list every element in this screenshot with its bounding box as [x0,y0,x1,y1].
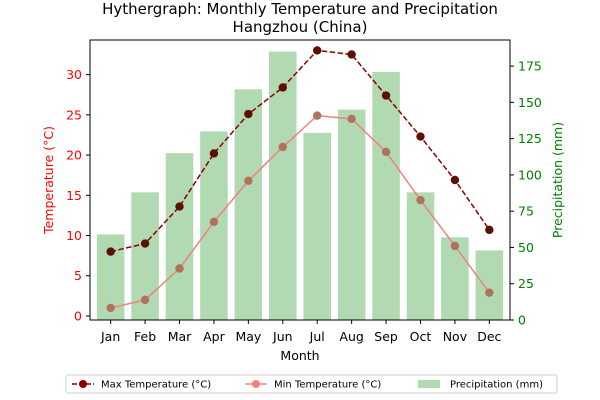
precipitation-bar [165,153,194,320]
x-axis-title: Month [280,348,319,363]
max-temp-point [244,109,253,119]
x-tick-label: Nov [443,329,468,344]
legend-marker-min-temp [252,380,260,388]
right-tick-label: 175 [518,59,542,74]
left-tick-label: 25 [66,107,82,122]
chart-title: Hythergraph: Monthly Temperature and Pre… [102,0,498,18]
x-tick-label: Oct [410,329,432,344]
right-tick-label: 50 [518,240,534,255]
left-tick-label: 0 [74,308,82,323]
x-tick-label: May [235,329,261,344]
max-temp-point [278,83,287,92]
max-temp-point [175,202,184,211]
min-temp-point [175,264,184,273]
plot-frame [89,39,511,321]
right-axis-title: Precipitation (mm) [550,122,565,238]
left-tick-label: 30 [66,67,82,82]
legend-box [65,374,558,394]
legend: Max Temperature (°C) Min Temperature (°C)… [65,374,558,394]
x-tick-label: Aug [339,329,363,344]
plot-area: Jan Feb Mar Apr May Jun Jul Aug Sep Oct Nov Dec 0 5 10… [66,39,542,344]
legend-label-precipitation: Precipitation (mm) [450,380,543,391]
legend-marker-max-temp [79,380,87,388]
left-tick-label: 20 [66,148,82,163]
left-axis-title: Temperature (°C) [41,126,56,235]
min-temp-point [485,288,494,297]
min-temp-point [140,295,150,305]
precipitation-bar [269,51,297,321]
precipitation-bar [406,192,435,320]
x-tick-label: Dec [477,329,501,344]
right-tick-label: 125 [518,131,542,146]
x-tick-label: Sep [374,329,398,344]
x-tick-label: Feb [134,329,156,344]
x-tick-label: Jul [309,329,325,344]
precipitation-bar [337,109,366,321]
max-temp-line [110,49,490,253]
min-temp-point [278,142,287,152]
min-temp-point [313,111,322,120]
right-tick-label: 0 [518,313,526,328]
right-tick-label: 100 [518,167,542,182]
left-tick-label: 10 [66,228,82,243]
right-tick-label: 25 [518,276,534,291]
legend-label-min-temp: Min Temperature (°C) [274,380,381,391]
left-tick-label: 15 [66,188,82,203]
min-temp-point [106,303,115,313]
legend-swatch-precipitation [418,380,440,388]
precipitation-bar [475,250,504,320]
max-temp-point [450,175,460,185]
min-temp-point [450,241,460,251]
min-temp-point [416,195,425,205]
max-temp-point [347,50,356,59]
min-temp-point [347,114,356,124]
max-temp-point [485,225,494,235]
min-temp-point [244,176,253,186]
max-temp-point [313,46,322,55]
x-tick-label: Apr [203,329,225,344]
x-tick-label: Jun [272,329,293,344]
right-tick-label: 150 [518,95,542,110]
min-temp-point [209,217,219,227]
max-temp-point [209,149,219,158]
max-temp-point [106,247,115,256]
min-temp-point [381,147,391,157]
min-temp-line [110,114,490,309]
max-temp-point [140,239,150,248]
precipitation-bar [372,71,400,320]
x-tick-label: Jan [100,329,120,344]
x-tick-label: Mar [168,329,192,344]
left-tick-label: 5 [74,268,82,283]
chart-subtitle: Hangzhou (China) [233,18,368,36]
max-temp-point [416,132,425,141]
legend-label-max-temp: Max Temperature (°C) [101,380,211,391]
precipitation-bar [441,237,469,320]
max-temp-point [381,91,391,100]
precipitation-bar [234,89,263,321]
precipitation-bar [303,132,331,320]
right-tick-label: 75 [518,204,534,219]
